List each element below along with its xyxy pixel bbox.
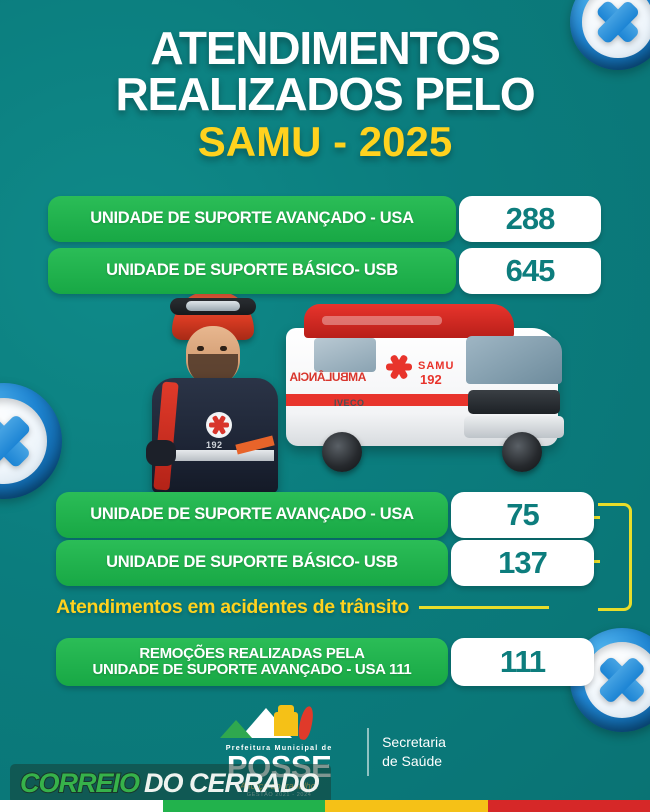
stat-row-usa-transito: UNIDADE DE SUPORTE AVANÇADO - USA 75 <box>56 492 594 538</box>
title-line-1: ATENDIMENTOS <box>150 22 501 74</box>
secretaria-line-1: Secretaria <box>382 733 446 750</box>
ambulance-mirror-text: AMBULÂNCIA <box>290 370 367 384</box>
goggles-icon <box>170 298 256 315</box>
strip-segment-white <box>0 800 163 812</box>
ambulance-brand-text: IVECO <box>334 398 365 408</box>
stat-value: 288 <box>505 201 556 236</box>
stat-value-box: 137 <box>451 540 594 586</box>
watermark-part-1: CORREIO <box>19 767 141 799</box>
stat-label-pill: UNIDADE DE SUPORTE BÁSICO- USB <box>56 540 448 586</box>
transito-caption-line <box>418 606 549 609</box>
stat-value: 645 <box>505 253 556 288</box>
stat-label: UNIDADE DE SUPORTE BÁSICO- USB <box>106 553 398 572</box>
prefeitura-eyebrow: Prefeitura Municipal de <box>225 743 333 752</box>
title-line-3-samu-2025: SAMU - 2025 <box>197 118 453 166</box>
stat-row-remocoes: REMOÇÕES REALIZADAS PELA UNIDADE DE SUPO… <box>56 638 594 686</box>
star-of-life-patch-icon <box>206 412 232 438</box>
paramedic-illustration: 192 <box>140 290 290 493</box>
stat-label: UNIDADE DE SUPORTE AVANÇADO - USA <box>90 505 414 524</box>
bottom-color-strip <box>0 800 650 812</box>
stat-value-box: 288 <box>459 196 601 242</box>
stat-label-pill: UNIDADE DE SUPORTE BÁSICO- USB <box>48 248 456 294</box>
medic-badge-number: 192 <box>206 440 223 450</box>
stat-label: UNIDADE DE SUPORTE AVANÇADO - USA <box>90 209 414 228</box>
posse-crest-icon <box>204 705 354 742</box>
stat-value-box: 645 <box>459 248 601 294</box>
stat-label: UNIDADE DE SUPORTE BÁSICO- USB <box>106 261 398 280</box>
star-of-life-icon <box>386 353 412 381</box>
stat-label-pill: UNIDADE DE SUPORTE AVANÇADO - USA <box>48 196 456 242</box>
stat-value: 111 <box>499 644 546 679</box>
watermark-part-2: DO CERRADO <box>144 768 320 798</box>
footer-divider <box>367 727 370 776</box>
stat-value-box: 75 <box>451 492 594 538</box>
stat-row-usb-transito: UNIDADE DE SUPORTE BÁSICO- USB 137 <box>56 540 594 586</box>
secretaria-line-2: de Saúde <box>382 752 443 769</box>
stat-row-usb-total: UNIDADE DE SUPORTE BÁSICO- USB 645 <box>48 248 601 294</box>
page-title: ATENDIMENTOS REALIZADOS PELO SAMU - 2025 <box>0 22 650 166</box>
ambulance-phone-text: 192 <box>420 372 442 387</box>
ambulance-illustration: SAMU 192 IVECO AMBULÂNCIA <box>268 298 568 478</box>
title-line-2: REALIZADOS PELO <box>115 68 535 121</box>
stat-value-box: 111 <box>451 638 594 686</box>
footer: Prefeitura Municipal de POSSE A força do… <box>0 705 650 798</box>
strip-segment-red <box>487 800 650 812</box>
strip-segment-yellow <box>325 800 488 812</box>
samu-photo-composite: SAMU 192 IVECO AMBULÂNCIA 192 <box>140 290 570 496</box>
ambulance-samu-text: SAMU <box>418 360 455 372</box>
stat-label-pill: REMOÇÕES REALIZADAS PELA UNIDADE DE SUPO… <box>56 638 448 686</box>
secretaria-de-saude-label: Secretaria de Saúde <box>382 733 446 771</box>
stat-label-pill: UNIDADE DE SUPORTE AVANÇADO - USA <box>56 492 448 538</box>
watermark-correio-do-cerrado: CORREIO DO CERRADO <box>10 764 331 804</box>
stat-value: 75 <box>506 497 539 532</box>
transito-grouping-bracket <box>576 503 632 611</box>
stat-row-usa-total: UNIDADE DE SUPORTE AVANÇADO - USA 288 <box>48 196 601 242</box>
stat-label-line-1: REMOÇÕES REALIZADAS PELA <box>139 645 365 663</box>
stat-label-line-2: UNIDADE DE SUPORTE AVANÇADO - USA 111 <box>92 661 412 678</box>
stat-value: 137 <box>498 545 548 580</box>
transito-caption-group: Atendimentos em acidentes de trânsito <box>56 596 620 619</box>
badge-cross-icon <box>590 648 650 713</box>
transito-caption-label: Atendimentos em acidentes de trânsito <box>56 596 409 618</box>
strip-segment-green <box>162 800 325 812</box>
badge-cross-icon <box>0 405 40 477</box>
